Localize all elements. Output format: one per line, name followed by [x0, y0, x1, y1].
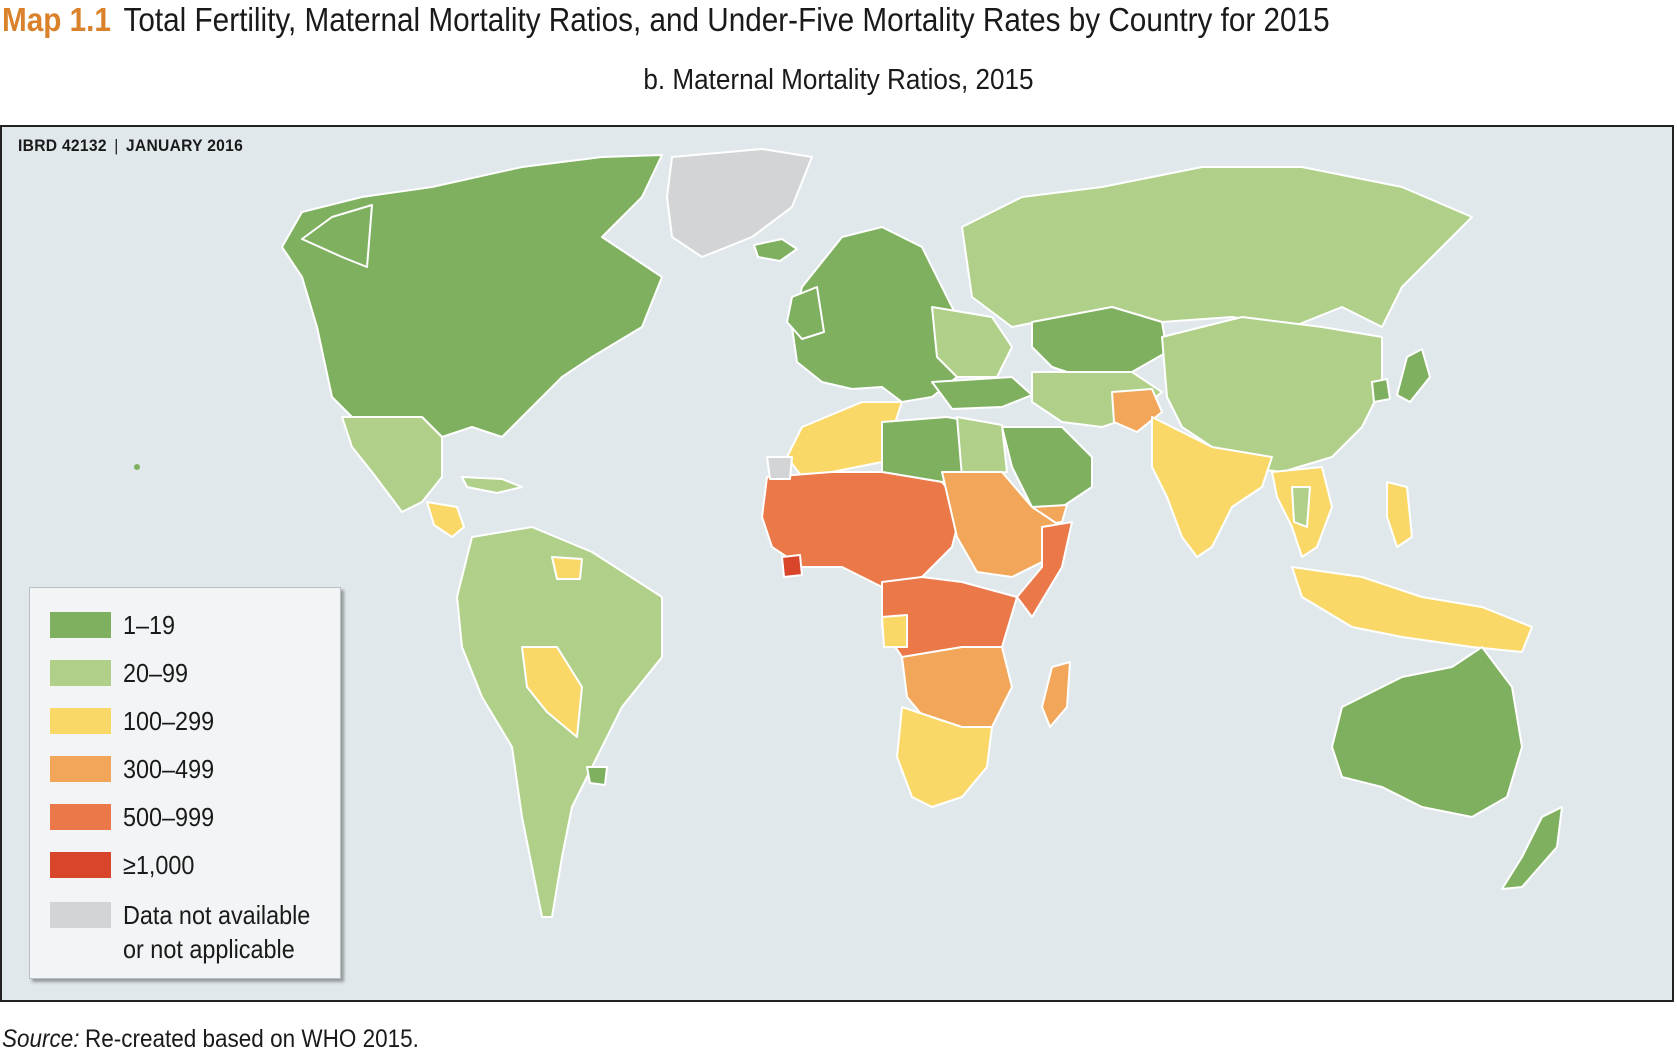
region-korea	[1371, 378, 1391, 403]
legend-label: 500–999	[123, 802, 215, 832]
region-madagascar	[1041, 661, 1071, 728]
region-somalia	[1016, 521, 1073, 618]
region-philippines	[1386, 481, 1413, 548]
region-egypt	[956, 416, 1008, 478]
region-greenland	[666, 148, 813, 258]
legend-label-line: Data not available	[123, 900, 311, 930]
region-central-america	[426, 501, 465, 538]
map-reference: IBRD 42132 | JANUARY 2016	[18, 136, 244, 155]
legend-item: Data not available or not applicable	[50, 900, 331, 966]
legend-item: ≥1,000	[50, 850, 202, 882]
legend-swatch	[50, 804, 111, 830]
region-southern-africa	[896, 706, 993, 808]
legend: 1–19 20–99 100–299 300–499 500–999 ≥1,00…	[29, 587, 341, 979]
legend-swatch	[50, 756, 111, 782]
legend-label: 1–19	[123, 610, 176, 640]
legend-swatch	[50, 852, 111, 878]
region-gabon-congo	[881, 614, 908, 648]
legend-swatch	[50, 902, 111, 928]
region-india	[1151, 416, 1273, 558]
legend-item: 100–299	[50, 706, 224, 738]
legend-item: 20–99	[50, 658, 195, 690]
region-caribbean	[461, 476, 523, 494]
map-id: IBRD 42132	[18, 136, 107, 155]
region-mexico	[341, 416, 443, 513]
legend-label: 20–99	[123, 658, 189, 688]
source-prefix: Source:	[2, 1025, 80, 1053]
region-indonesia	[1291, 566, 1533, 653]
legend-label-na: Data not available or not applicable	[123, 898, 310, 966]
map-subtitle: b. Maternal Mortality Ratios, 2015	[643, 64, 1034, 96]
source-note: Source: Re-created based on WHO 2015.	[2, 1024, 419, 1054]
region-turkey	[931, 376, 1033, 410]
map-title: Map 1.1 Total Fertility, Maternal Mortali…	[2, 0, 1330, 40]
region-bolivia-paraguay	[521, 646, 583, 738]
region-china	[1161, 316, 1383, 473]
region-japan	[1396, 348, 1431, 403]
region-arabian-peninsula	[1001, 426, 1093, 508]
region-west-africa-critical	[781, 554, 803, 578]
legend-label: 100–299	[123, 706, 215, 736]
map-date: JANUARY 2016	[125, 136, 244, 155]
legend-item: 500–999	[50, 802, 224, 834]
region-north-america	[281, 154, 663, 438]
legend-label: ≥1,000	[123, 850, 195, 880]
region-alaska	[301, 204, 373, 268]
region-iceland	[753, 238, 798, 262]
map-title-text: Total Fertility, Maternal Mortality Rati…	[123, 1, 1330, 38]
region-british-isles	[786, 286, 825, 340]
region-uruguay	[586, 766, 608, 786]
legend-swatch	[50, 660, 111, 686]
region-western-sahara	[766, 456, 793, 480]
legend-item: 1–19	[50, 610, 181, 642]
world-map: IBRD 42132 | JANUARY 2016 1–19 20–99 100–2…	[0, 125, 1674, 1002]
legend-label-line: or not applicable	[123, 934, 295, 964]
legend-label: 300–499	[123, 754, 215, 784]
region-australia	[1331, 646, 1523, 818]
region-europe	[791, 226, 963, 403]
legend-item: 300–499	[50, 754, 224, 786]
map-number: Map 1.1	[2, 1, 111, 38]
legend-swatch	[50, 708, 111, 734]
region-new-zealand	[1501, 806, 1563, 890]
source-text: Re-created based on WHO 2015.	[84, 1025, 419, 1053]
region-guyana	[551, 556, 583, 580]
region-afghanistan	[1111, 388, 1163, 433]
region-thailand	[1291, 486, 1311, 528]
legend-swatch	[50, 612, 111, 638]
region-hawaii	[134, 464, 140, 470]
